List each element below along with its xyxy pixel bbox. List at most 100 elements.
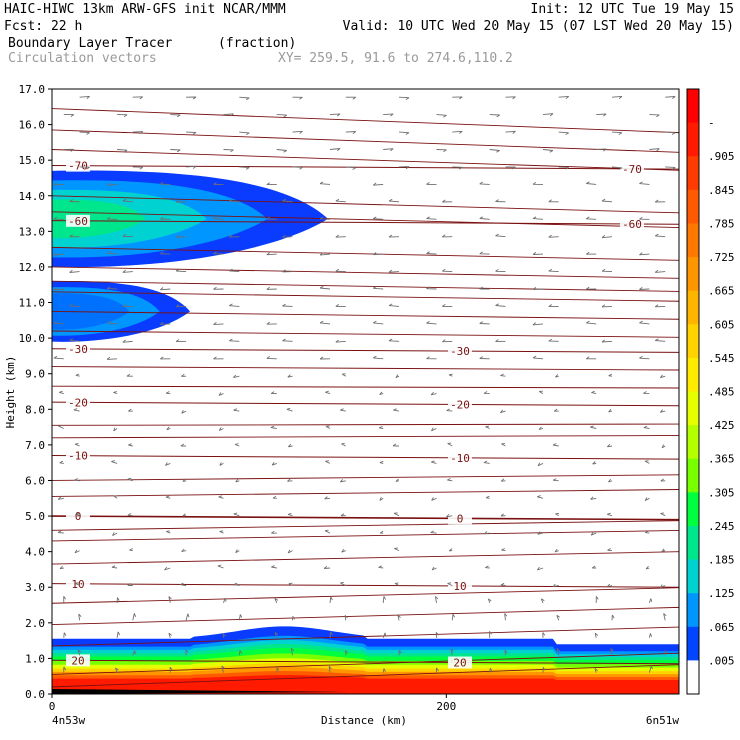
circulation-vector [395, 374, 400, 379]
circulation-vector [435, 632, 439, 638]
circulation-vector [379, 391, 384, 396]
circulation-vector [611, 166, 623, 170]
circulation-vector [106, 356, 118, 360]
circulation-vector [213, 356, 224, 360]
circulation-vector [590, 531, 597, 536]
circulation-vector [344, 615, 348, 621]
circulation-vector [538, 426, 544, 430]
circulation-vector [436, 114, 447, 118]
y-tick-label: 17.0 [19, 83, 46, 96]
contour-label: 10 [453, 580, 466, 593]
contour-label: 20 [453, 657, 466, 670]
circulation-vector [540, 598, 545, 604]
circulation-vector [451, 613, 456, 621]
circulation-vector [585, 320, 597, 325]
circulation-vector [111, 565, 118, 569]
circulation-vector [426, 356, 437, 360]
colorbar-label: .245 [708, 520, 735, 533]
colorbar-segment [687, 223, 699, 258]
header-left2: Fcst: 22 h [4, 19, 82, 34]
circulation-vector [165, 495, 171, 499]
circulation-vector [160, 181, 171, 185]
circulation-vector [639, 320, 650, 325]
circulation-vector [185, 613, 190, 621]
circulation-vector [426, 251, 437, 255]
circulation-vector [73, 408, 80, 412]
circulation-vector [233, 582, 240, 586]
contour-label: -30 [68, 343, 88, 356]
circulation-vector [113, 495, 118, 499]
circulation-vector [132, 131, 144, 135]
circulation-vector [542, 113, 554, 117]
circulation-vector [645, 565, 650, 570]
circulation-vector [585, 216, 597, 220]
circulation-vector [504, 613, 508, 621]
circulation-vector [111, 460, 118, 464]
y-tick-label: 1.0 [25, 652, 45, 665]
circulation-vector [266, 356, 277, 360]
circulation-vector [127, 477, 133, 482]
circulation-vector [213, 182, 224, 185]
circulation-vector [213, 286, 224, 290]
circulation-vector [266, 321, 277, 325]
circulation-vector [127, 513, 133, 517]
circulation-vector [160, 287, 171, 291]
isotherm-line [51, 385, 680, 389]
contour-label-bg [66, 214, 90, 227]
circulation-vector [558, 131, 569, 135]
circulation-vector [77, 649, 82, 656]
circulation-vector [500, 409, 506, 414]
circulation-vector [608, 408, 613, 413]
circulation-vector [536, 566, 544, 571]
header-right2: Valid: 10 UTC Wed 20 May 15 (07 LST Wed … [343, 19, 734, 34]
colorbar-segment [687, 189, 699, 224]
header-left1: HAIC-HIWC 13km ARW-GFS init NCAR/MMM [4, 2, 286, 17]
isotherm-line [51, 529, 680, 542]
contour-label: -60 [622, 218, 642, 231]
isotherm-line [51, 664, 680, 688]
circulation-vector [217, 564, 224, 569]
circulation-vector [319, 285, 331, 290]
circulation-vector [591, 565, 597, 569]
colorbar-label: .845 [708, 184, 735, 197]
circulation-vector [383, 113, 394, 117]
circulation-vector [78, 613, 82, 621]
circulation-vector [53, 287, 64, 291]
circulation-vector [106, 216, 118, 220]
contour-label-bg [620, 162, 644, 175]
circulation-vector [485, 425, 490, 429]
circulation-vector [426, 182, 437, 185]
circulation-vector [654, 269, 666, 273]
circulation-vector [175, 339, 187, 343]
circulation-vector [430, 530, 437, 534]
circulation-vector [538, 390, 544, 394]
circulation-vector [379, 497, 384, 501]
circulation-vector [532, 252, 544, 255]
circulation-vector [329, 113, 341, 117]
circulation-vector [608, 373, 613, 377]
circulation-vector [505, 130, 516, 134]
circulation-vector [69, 338, 80, 342]
circulation-vector [229, 199, 240, 203]
circulation-vector [132, 96, 144, 100]
circulation-vector [661, 444, 666, 449]
circulation-vector [542, 666, 546, 673]
y-tick-label: 0.0 [25, 688, 45, 701]
circulation-vector [186, 131, 197, 135]
y-tick-label: 10.0 [19, 332, 46, 345]
circulation-vector [442, 304, 453, 307]
circulation-vector [611, 95, 623, 99]
circulation-vector [489, 114, 500, 118]
circulation-vector [606, 583, 613, 588]
circulation-vector [601, 339, 613, 343]
contour-label: -20 [68, 396, 88, 409]
circulation-vector [379, 460, 384, 464]
circulation-vector [601, 198, 613, 203]
circulation-vector [63, 148, 75, 152]
circulation-vector [495, 339, 506, 343]
circulation-vector [552, 443, 559, 447]
circulation-vector [595, 596, 599, 603]
colorbar-label: .425 [708, 419, 735, 432]
y-tick-label: 9.0 [25, 368, 45, 381]
circulation-vector [175, 304, 187, 308]
